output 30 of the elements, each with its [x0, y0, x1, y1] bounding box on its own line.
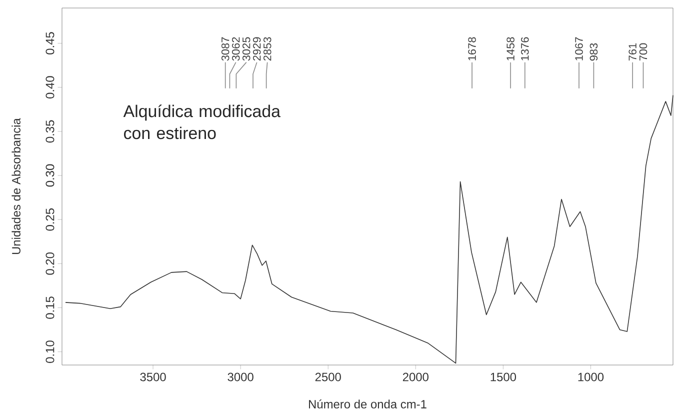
ref-line-label: 2929: [252, 37, 261, 61]
ref-line-label: 1458: [506, 37, 514, 60]
y-tick-label: 0.10: [46, 340, 54, 363]
y-tick-label: 0.45: [46, 32, 54, 54]
x-tick-label: 1000: [578, 372, 604, 382]
annotation: Alquídica modificada con estireno: [123, 104, 280, 140]
x-tick-label: 3000: [228, 372, 254, 382]
ref-line-label: 3062: [232, 37, 240, 61]
x-axis-title: Número de onda cm-1: [309, 400, 426, 408]
x-tick-label: 2000: [402, 372, 428, 382]
ref-line-label: 2853: [263, 37, 272, 61]
ref-line-label: 761: [628, 43, 636, 61]
x-tick-label: 1500: [490, 372, 516, 382]
y-tick-label: 0.30: [46, 164, 54, 187]
ref-line-label: 700: [639, 43, 648, 61]
ref-line-label: 3025: [242, 37, 250, 61]
y-tick-label: 0.35: [46, 120, 54, 143]
y-tick-label: 0.40: [46, 76, 54, 98]
ref-line-label: 1376: [521, 37, 529, 60]
y-tick-label: 0.25: [46, 208, 54, 231]
ref-line-label: 3087: [221, 37, 230, 61]
x-tick-label: 3500: [140, 372, 166, 382]
y-tick-label: 0.20: [46, 252, 54, 275]
x-tick-label: 2500: [315, 372, 341, 382]
y-axis-title: Unidades de Absorbancia: [12, 118, 20, 254]
y-tick-label: 0.15: [46, 296, 54, 319]
line-series: [65, 94, 674, 364]
ref-line-label: 1678: [468, 37, 476, 60]
ref-line-label: 983: [590, 43, 598, 61]
ref-line-label: 1067: [575, 37, 583, 60]
